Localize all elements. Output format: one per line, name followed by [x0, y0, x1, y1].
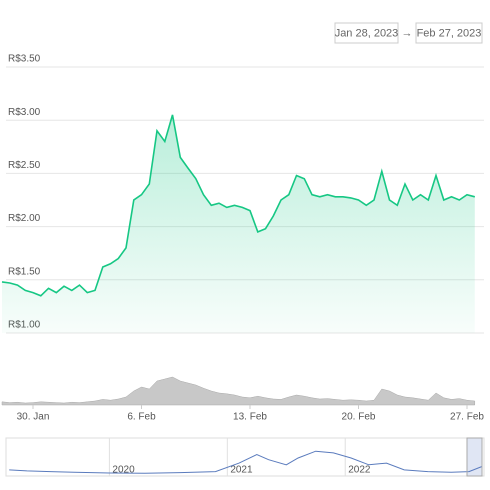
y-tick-label: R$3.50 [8, 54, 41, 65]
price-line [1, 114, 476, 297]
x-tick-label: 20. Feb [342, 412, 376, 423]
date-to-box[interactable] [415, 22, 483, 44]
nav-tick-label: 2021 [230, 465, 253, 476]
nav-tick-label: 2020 [112, 465, 135, 476]
volume-area [1, 376, 476, 406]
y-tick-label: R$3.00 [8, 107, 41, 118]
nav-line [9, 450, 483, 474]
date-arrow: → [402, 27, 413, 39]
x-tick-label: 13. Feb [233, 412, 267, 423]
date-from-box[interactable] [334, 22, 399, 44]
x-tick-label: 6. Feb [127, 412, 156, 423]
nav-tick-label: 2022 [348, 465, 371, 476]
nav-selection [466, 437, 483, 477]
date-to[interactable]: Feb 27, 2023 [417, 27, 482, 39]
price-area [2, 114, 475, 334]
y-tick-label: R$2.00 [8, 213, 41, 224]
x-tick-label: 30. Jan [17, 412, 50, 423]
y-tick-label: R$1.50 [8, 266, 41, 277]
y-tick-label: R$2.50 [8, 160, 41, 171]
x-tick-label: 27. Feb [450, 412, 484, 423]
date-from[interactable]: Jan 28, 2023 [335, 27, 399, 39]
navigator-frame [5, 437, 485, 477]
